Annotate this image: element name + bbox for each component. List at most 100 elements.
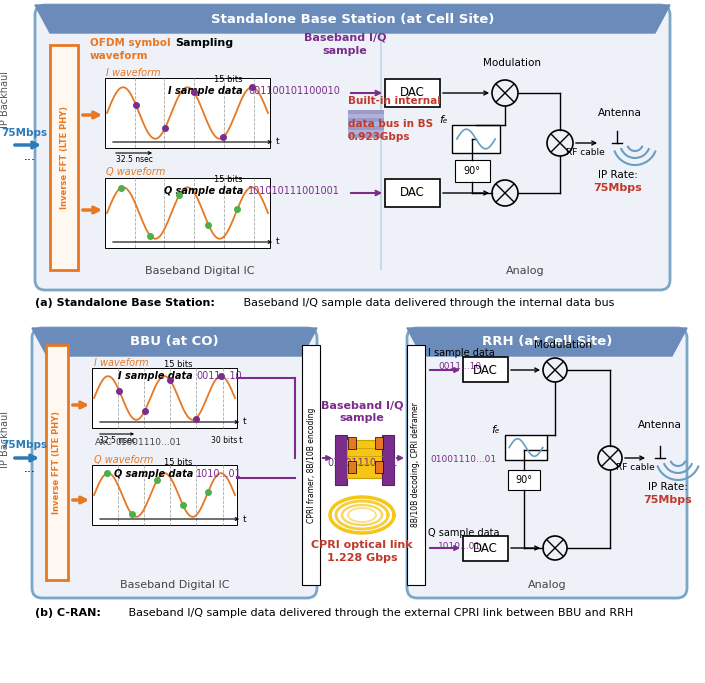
Text: IP Backhaul: IP Backhaul [0,72,10,128]
Bar [452,125,500,153]
FancyBboxPatch shape [35,5,670,290]
Text: Analog: Analog [527,580,566,590]
Text: 1010...01: 1010...01 [438,542,481,551]
Bar [463,536,508,561]
Text: ...: ... [24,150,36,163]
Text: I sample data: I sample data [168,86,243,96]
Text: Antenna: Antenna [638,420,682,430]
Bar [348,118,384,122]
Text: t: t [276,238,280,247]
Text: CPRI framer, 8B/10B encoding: CPRI framer, 8B/10B encoding [307,407,316,522]
Text: IP Rate:: IP Rate: [648,482,688,492]
Text: ...: ... [24,462,36,475]
Text: (b) C-RAN:: (b) C-RAN: [35,608,101,618]
Text: t: t [239,436,243,445]
Text: 15 bits: 15 bits [214,75,243,84]
Text: Modulation: Modulation [534,340,592,350]
Text: 01001110...01: 01001110...01 [430,455,496,464]
Text: Baseband I/Q: Baseband I/Q [304,33,386,43]
Text: Baseband I/Q sample data delivered through the internal data bus: Baseband I/Q sample data delivered throu… [240,298,614,308]
Text: 0.923Gbps: 0.923Gbps [348,132,410,142]
Bar [348,461,356,473]
Bar [380,35,382,270]
Text: DAC: DAC [472,363,498,376]
Text: Q sample data: Q sample data [428,528,500,538]
Bar [46,345,68,580]
Text: 0011...10: 0011...10 [438,362,481,371]
Bar [335,435,347,485]
Bar [348,130,384,133]
Text: Built-in internal: Built-in internal [348,96,441,106]
Text: I waveform: I waveform [106,68,161,78]
Bar [348,122,384,126]
Text: t: t [243,417,247,426]
Text: 15 bits: 15 bits [164,458,193,467]
Text: (a) Standalone Base Station:: (a) Standalone Base Station: [35,298,215,308]
Bar [92,465,237,525]
Bar [348,134,384,137]
Text: 75Mbps: 75Mbps [594,183,642,193]
Bar [105,78,270,148]
Text: 90°: 90° [515,475,532,485]
Text: fₑ: fₑ [491,425,500,435]
Text: 32.5 nsec: 32.5 nsec [116,155,152,164]
Bar [407,345,425,585]
Text: OFDM symbol: OFDM symbol [90,38,171,48]
Text: 90°: 90° [463,166,481,176]
Text: Inverse FFT (LTE PHY): Inverse FFT (LTE PHY) [59,106,68,209]
Text: Inverse FFT (LTE PHY): Inverse FFT (LTE PHY) [52,411,61,514]
Bar [508,470,540,490]
Text: AxC: AxC [95,438,113,447]
Bar [348,437,356,449]
Text: 15 bits: 15 bits [214,175,243,184]
Text: Baseband Digital IC: Baseband Digital IC [145,266,255,276]
Text: 15 bits: 15 bits [164,360,193,369]
Text: 1010...01: 1010...01 [196,469,242,479]
Polygon shape [32,328,317,356]
Bar [105,178,270,248]
Text: waveform: waveform [90,51,149,61]
Text: 01001110...01: 01001110...01 [115,438,181,447]
Text: fₑ: fₑ [439,115,448,125]
Text: 75Mbps: 75Mbps [1,440,47,450]
Bar [505,435,547,460]
Bar [375,461,383,473]
Text: Standalone Base Station (at Cell Site): Standalone Base Station (at Cell Site) [211,12,494,25]
Text: Q waveform: Q waveform [106,167,166,177]
Text: data bus in BS: data bus in BS [348,119,433,129]
Bar [92,368,237,428]
Text: 32.5 nsec: 32.5 nsec [99,436,135,445]
Bar [348,126,384,130]
Text: IP Rate:: IP Rate: [598,170,638,180]
Text: RF cable: RF cable [565,148,604,157]
Bar [375,437,383,449]
Bar [348,110,384,113]
Text: IP Backhaul: IP Backhaul [0,411,10,469]
Text: Q waveform: Q waveform [94,455,154,465]
Text: I waveform: I waveform [94,358,149,368]
Text: Q sample data: Q sample data [164,186,243,196]
Text: I sample data: I sample data [428,348,495,358]
Text: DAC: DAC [472,542,498,555]
Bar [385,179,440,207]
Bar [382,435,394,485]
Text: RRH (at Cell Site): RRH (at Cell Site) [482,335,612,348]
Text: Baseband I/Q sample data delivered through the external CPRI link between BBU an: Baseband I/Q sample data delivered throu… [125,608,633,618]
Text: Antenna: Antenna [598,108,642,118]
Text: DAC: DAC [400,87,424,100]
FancyBboxPatch shape [407,328,687,598]
Text: RF cable: RF cable [615,463,654,472]
Text: 0011...10: 0011...10 [196,371,242,381]
Text: CPRI optical link: CPRI optical link [311,540,413,550]
Text: 75Mbps: 75Mbps [644,495,692,505]
Bar [455,160,490,182]
Polygon shape [35,5,670,33]
Text: Analog: Analog [505,266,544,276]
Bar [463,357,508,382]
Text: t: t [243,514,247,523]
Bar [50,45,78,270]
Text: DAC: DAC [400,186,424,199]
Text: 1.228 Gbps: 1.228 Gbps [326,553,398,563]
Bar [385,79,440,107]
Text: Baseband I/Q: Baseband I/Q [321,400,403,410]
